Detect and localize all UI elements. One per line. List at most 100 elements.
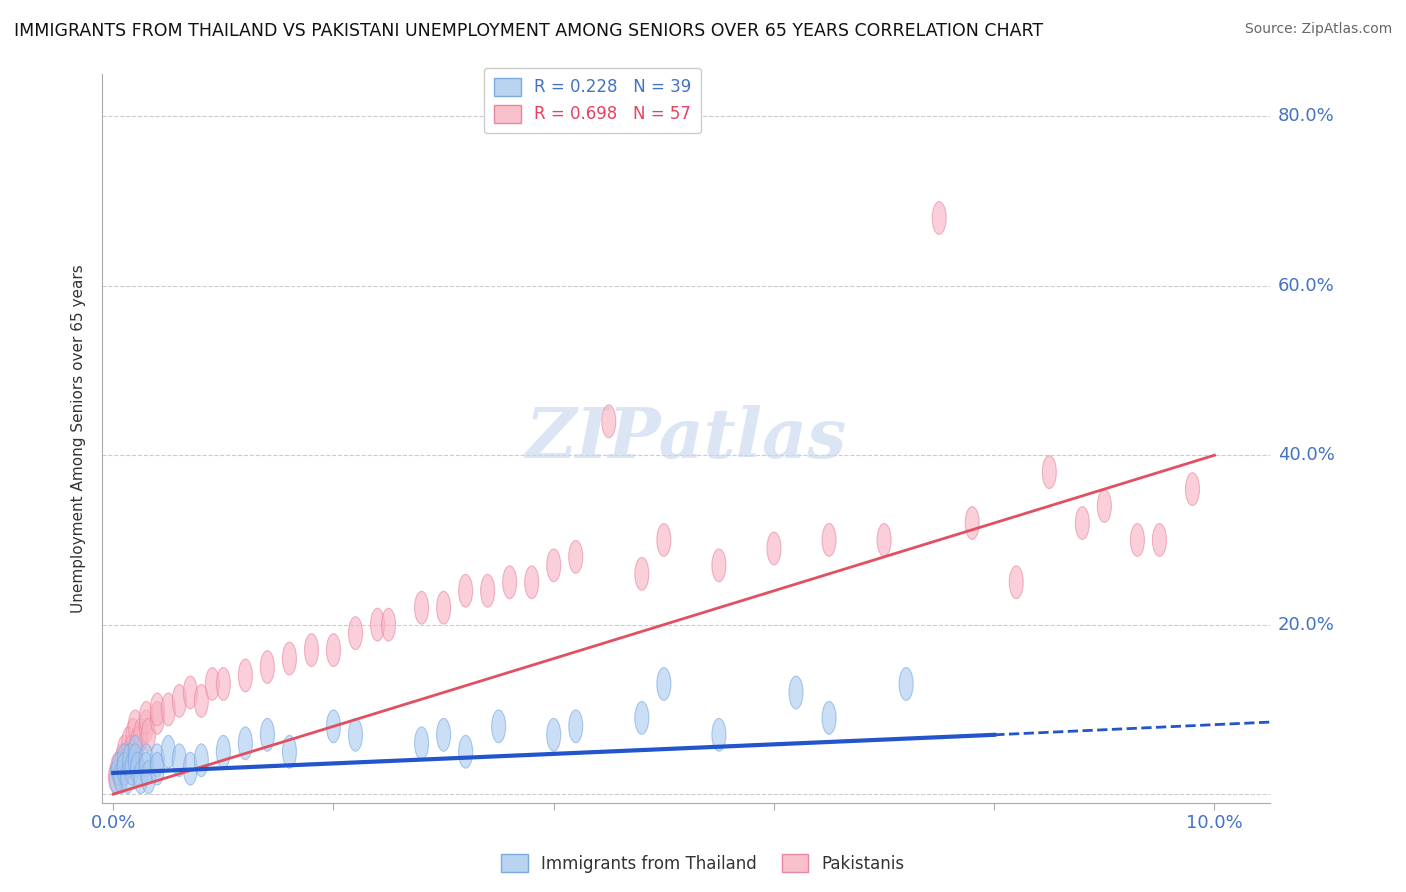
Ellipse shape — [239, 727, 253, 760]
Ellipse shape — [128, 735, 142, 768]
Ellipse shape — [260, 718, 274, 751]
Ellipse shape — [437, 718, 450, 751]
Ellipse shape — [932, 202, 946, 235]
Ellipse shape — [139, 710, 153, 743]
Ellipse shape — [150, 744, 165, 777]
Ellipse shape — [112, 756, 127, 789]
Ellipse shape — [117, 752, 131, 785]
Ellipse shape — [1130, 524, 1144, 557]
Ellipse shape — [162, 735, 176, 768]
Ellipse shape — [131, 727, 145, 760]
Ellipse shape — [260, 650, 274, 683]
Ellipse shape — [547, 718, 561, 751]
Ellipse shape — [122, 744, 136, 777]
Ellipse shape — [111, 752, 125, 785]
Ellipse shape — [127, 718, 141, 751]
Ellipse shape — [128, 735, 142, 768]
Ellipse shape — [965, 507, 979, 540]
Ellipse shape — [122, 727, 135, 760]
Ellipse shape — [1185, 473, 1199, 506]
Text: 20.0%: 20.0% — [1278, 615, 1334, 633]
Ellipse shape — [547, 549, 561, 582]
Ellipse shape — [1076, 507, 1090, 540]
Ellipse shape — [569, 541, 582, 574]
Ellipse shape — [117, 735, 131, 768]
Ellipse shape — [125, 752, 139, 785]
Y-axis label: Unemployment Among Seniors over 65 years: Unemployment Among Seniors over 65 years — [72, 264, 86, 613]
Ellipse shape — [194, 684, 208, 717]
Ellipse shape — [657, 524, 671, 557]
Ellipse shape — [877, 524, 891, 557]
Ellipse shape — [503, 566, 516, 599]
Ellipse shape — [711, 718, 725, 751]
Ellipse shape — [381, 608, 395, 641]
Ellipse shape — [283, 642, 297, 675]
Ellipse shape — [349, 718, 363, 751]
Ellipse shape — [636, 701, 648, 734]
Ellipse shape — [239, 659, 253, 692]
Text: 80.0%: 80.0% — [1278, 107, 1334, 125]
Ellipse shape — [1097, 490, 1111, 523]
Ellipse shape — [150, 701, 165, 734]
Ellipse shape — [898, 667, 912, 700]
Ellipse shape — [492, 710, 506, 743]
Ellipse shape — [217, 735, 231, 768]
Ellipse shape — [128, 710, 142, 743]
Ellipse shape — [134, 761, 148, 794]
Ellipse shape — [183, 676, 197, 709]
Ellipse shape — [326, 633, 340, 666]
Ellipse shape — [823, 701, 837, 734]
Ellipse shape — [1153, 524, 1167, 557]
Ellipse shape — [173, 744, 187, 777]
Ellipse shape — [1042, 456, 1056, 489]
Ellipse shape — [415, 591, 429, 624]
Ellipse shape — [117, 752, 131, 785]
Ellipse shape — [205, 667, 219, 700]
Ellipse shape — [162, 693, 176, 726]
Ellipse shape — [128, 744, 142, 777]
Ellipse shape — [183, 752, 197, 785]
Ellipse shape — [458, 574, 472, 607]
Ellipse shape — [121, 761, 135, 794]
Ellipse shape — [108, 761, 122, 794]
Ellipse shape — [481, 574, 495, 607]
Ellipse shape — [657, 667, 671, 700]
Ellipse shape — [636, 558, 648, 591]
Ellipse shape — [117, 744, 131, 777]
Ellipse shape — [150, 693, 165, 726]
Text: ZIPatlas: ZIPatlas — [526, 404, 846, 472]
Ellipse shape — [111, 752, 125, 785]
Ellipse shape — [415, 727, 429, 760]
Ellipse shape — [124, 735, 138, 768]
Ellipse shape — [115, 744, 129, 777]
Ellipse shape — [139, 744, 153, 777]
Legend: R = 0.228   N = 39, R = 0.698   N = 57: R = 0.228 N = 39, R = 0.698 N = 57 — [484, 68, 702, 133]
Ellipse shape — [139, 701, 153, 734]
Ellipse shape — [110, 761, 124, 794]
Ellipse shape — [194, 744, 208, 777]
Ellipse shape — [114, 761, 128, 794]
Ellipse shape — [823, 524, 837, 557]
Ellipse shape — [217, 667, 231, 700]
Ellipse shape — [458, 735, 472, 768]
Ellipse shape — [789, 676, 803, 709]
Ellipse shape — [150, 752, 165, 785]
Ellipse shape — [283, 735, 297, 768]
Ellipse shape — [1010, 566, 1024, 599]
Ellipse shape — [602, 405, 616, 438]
Ellipse shape — [569, 710, 582, 743]
Ellipse shape — [349, 616, 363, 649]
Ellipse shape — [711, 549, 725, 582]
Text: 40.0%: 40.0% — [1278, 446, 1334, 464]
Text: 60.0%: 60.0% — [1278, 277, 1334, 294]
Ellipse shape — [120, 744, 134, 777]
Ellipse shape — [131, 752, 145, 785]
Ellipse shape — [139, 752, 153, 785]
Ellipse shape — [305, 633, 318, 666]
Ellipse shape — [134, 718, 148, 751]
Ellipse shape — [173, 684, 187, 717]
Ellipse shape — [437, 591, 450, 624]
Ellipse shape — [142, 718, 156, 751]
Text: Source: ZipAtlas.com: Source: ZipAtlas.com — [1244, 22, 1392, 37]
Ellipse shape — [768, 532, 780, 565]
